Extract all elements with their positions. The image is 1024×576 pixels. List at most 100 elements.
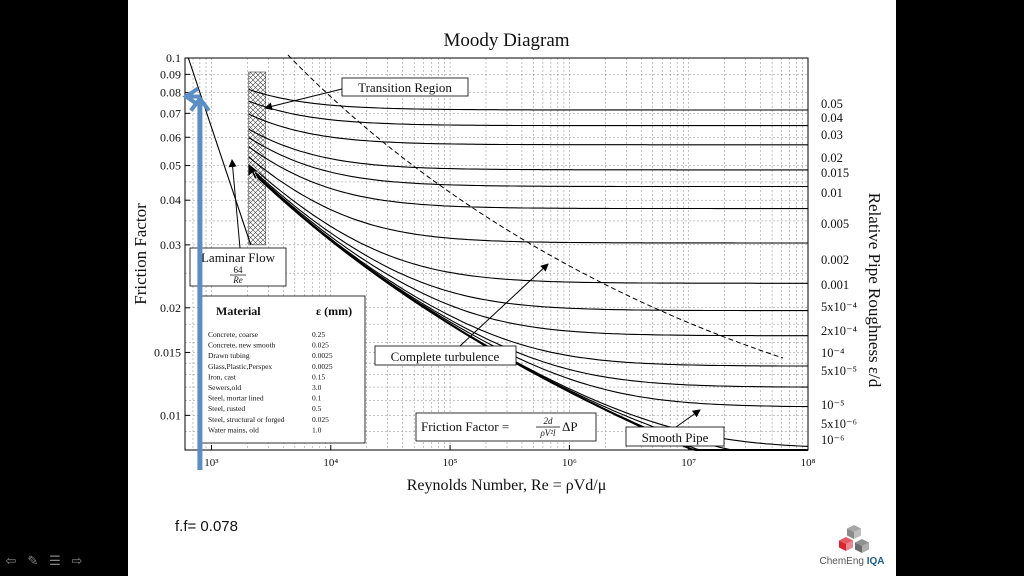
roughness-label: 0.04	[821, 111, 844, 125]
chart-title: Moody Diagram	[443, 30, 569, 51]
y-tick-label: 0.03	[160, 238, 181, 252]
roughness-curve-5	[248, 137, 808, 188]
friction-formula-num: 2d	[544, 416, 554, 426]
transition-region-box	[341, 77, 469, 97]
menu-icon[interactable]: ☰	[49, 553, 61, 569]
roughness-curve-3	[248, 113, 808, 146]
y-tick-label: 0.04	[160, 193, 181, 207]
y-tick-label: 0.09	[160, 67, 181, 81]
material-name: Concrete, new smooth	[208, 341, 276, 350]
laminar-flow-arrow	[228, 159, 241, 249]
material-roughness: 0.025	[312, 341, 329, 350]
material-roughness: 0.0025	[312, 351, 333, 360]
material-table: Material ε (mm) Concrete, coarse 0.25 Concre…	[200, 295, 366, 444]
material-roughness: 0.5	[312, 404, 322, 413]
y-tick-label: 0.07	[160, 106, 181, 120]
material-name: Steel, mortar lined	[208, 394, 264, 403]
roughness-label: 0.001	[821, 278, 849, 292]
material-roughness: 0.1	[312, 394, 322, 403]
transition-region-arrow	[264, 88, 343, 111]
material-name: Drawn tubing	[208, 351, 250, 360]
logo-cube-grey	[847, 525, 861, 539]
laminar-formula-num: 64	[234, 265, 244, 275]
roughness-curve-2	[248, 100, 808, 127]
logo-cubes-icon	[839, 525, 869, 553]
material-roughness: 0.25	[312, 330, 325, 339]
logo-cube-dark	[855, 539, 869, 553]
laminar-flow-label: Laminar Flow	[201, 250, 276, 265]
friction-formula-den: ρV²l	[539, 428, 556, 438]
roughness-label: 0.002	[821, 253, 849, 267]
laminar-flow-line	[187, 57, 252, 246]
roughness-curve-6	[248, 146, 808, 210]
roughness-curve-8	[248, 163, 808, 284]
material-name: Steel, rusted	[208, 404, 245, 413]
material-roughness: 0.025	[312, 415, 329, 424]
friction-formula-label: Friction Factor =	[421, 419, 509, 434]
friction-factor-result: f.f= 0.078	[175, 518, 238, 535]
roughness-header: ε (mm)	[316, 304, 352, 318]
material-name: Glass,Plastic,Perspex	[208, 362, 272, 371]
roughness-label: 5x10⁻⁵	[821, 364, 857, 378]
roughness-label: 0.05	[821, 97, 843, 111]
logo-text: ChemEng IQA	[810, 556, 894, 567]
y-tick-label: 0.08	[160, 86, 181, 100]
roughness-label: 0.02	[821, 151, 843, 165]
material-name: Steel, structural or forged	[208, 415, 285, 424]
moody-diagram: 10³ 10⁴ 10⁵ 10⁶ 10⁷ 10⁸ 0.1 0.09 0.08 0.07 0.06 0.0…	[131, 30, 884, 494]
roughness-label: 0.03	[821, 128, 843, 142]
logo-accent: IQA	[866, 556, 885, 567]
y-tick-label: 0.01	[160, 408, 181, 422]
complete-turbulence-label: Complete turbulence	[391, 349, 500, 364]
roughness-label: 5x10⁻⁶	[821, 417, 857, 431]
x-tick-label: 10⁴	[323, 457, 338, 469]
friction-formula-box	[415, 412, 597, 442]
pen-icon[interactable]: ✎	[27, 553, 39, 569]
material-roughness: 0.0025	[312, 362, 333, 371]
roughness-curve-1	[248, 88, 808, 111]
laminar-flow-box	[189, 247, 287, 287]
plot-frame	[184, 57, 809, 451]
smooth-pipe-curve	[248, 167, 808, 451]
roughness-label: 10⁻⁶	[821, 433, 844, 447]
x-tick-label: 10⁷	[681, 457, 696, 469]
material-roughness: 1.0	[312, 425, 322, 434]
roughness-curve-11	[248, 167, 808, 367]
friction-formula-tail: ΔP	[562, 419, 578, 434]
roughness-label: 10⁻⁴	[821, 346, 844, 360]
complete-turbulence-box	[374, 345, 517, 366]
material-table-box	[200, 295, 366, 444]
roughness-label: 0.005	[821, 217, 849, 231]
forward-arrow-icon[interactable]: ⇨	[71, 553, 83, 569]
material-name: Sewers,old	[208, 383, 241, 392]
transition-region-label: Transition Region	[358, 80, 452, 95]
logo-cube-red	[839, 537, 853, 551]
logo-name: ChemEng	[819, 556, 864, 567]
material-name: Concrete, coarse	[208, 330, 259, 339]
x-tick-label: 10⁶	[562, 457, 577, 469]
x-tick-label: 10⁸	[801, 457, 816, 469]
material-roughness: 0.15	[312, 372, 325, 381]
material-name: Iron, cast	[208, 372, 237, 381]
y-tick-label: 0.015	[154, 345, 181, 359]
material-name: Water mains, old	[208, 425, 259, 434]
highlight-horizontal-arrowhead	[182, 86, 200, 107]
roughness-label: 10⁻⁵	[821, 398, 844, 412]
back-arrow-icon[interactable]: ⇦	[5, 553, 17, 569]
slide-nav-bar: ⇦ ✎ ☰ ⇨	[2, 553, 86, 569]
slide: 10³ 10⁴ 10⁵ 10⁶ 10⁷ 10⁸ 0.1 0.09 0.08 0.07 0.06 0.0…	[128, 0, 896, 576]
smooth-pipe-label: Smooth Pipe	[642, 430, 709, 445]
y-tick-label: 0.02	[160, 301, 181, 315]
mouse-cursor-icon	[247, 162, 260, 180]
roughness-label: 5x10⁻⁴	[821, 300, 857, 314]
y-tick-label: 0.05	[160, 159, 181, 173]
highlight-vertical-arrowhead	[189, 95, 211, 112]
smooth-pipe-box	[625, 426, 725, 447]
roughness-label: 2x10⁻⁴	[821, 324, 857, 338]
smooth-pipe-arrow	[675, 409, 701, 428]
x-tick-label: 10³	[204, 457, 219, 469]
x-tick-label: 10⁵	[443, 457, 458, 469]
roughness-label: 0.015	[821, 166, 849, 180]
y-tick-label: 0.06	[160, 130, 181, 144]
laminar-formula-den: Re	[232, 275, 243, 285]
